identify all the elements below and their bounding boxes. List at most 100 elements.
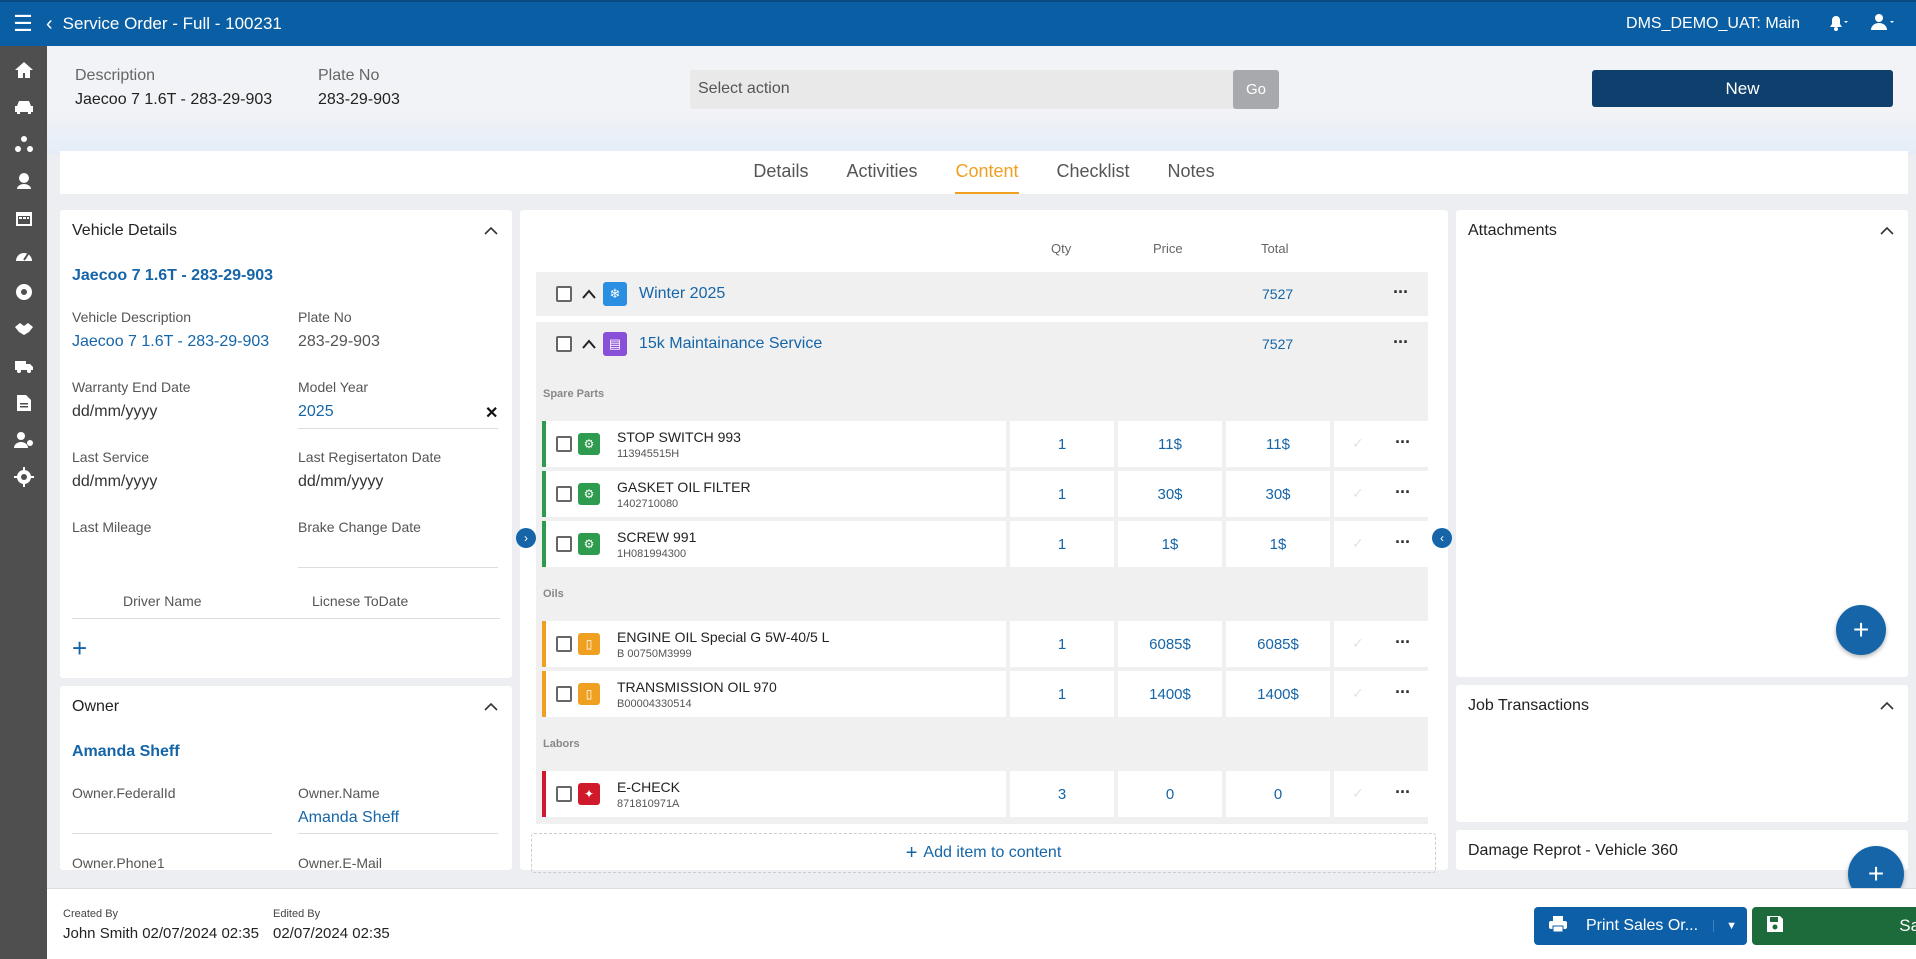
item-price[interactable]: 6085$: [1149, 636, 1191, 653]
more-icon[interactable]: ···: [1393, 332, 1409, 352]
collapse-chevron-icon[interactable]: [484, 226, 498, 235]
group-checkbox[interactable]: [556, 336, 572, 352]
part-icon: ⚙: [578, 533, 600, 555]
check-icon[interactable]: ✓: [1352, 635, 1364, 651]
row-checkbox[interactable]: [556, 486, 572, 502]
chevron-up-icon[interactable]: [582, 289, 596, 299]
group-checkbox[interactable]: [556, 286, 572, 302]
last-service-field[interactable]: dd/mm/yyyy: [72, 473, 158, 490]
more-icon[interactable]: ···: [1395, 632, 1411, 652]
more-icon[interactable]: ···: [1395, 782, 1411, 802]
group-row[interactable]: ❄ Winter 2025 7527 ···: [536, 272, 1428, 316]
truck-icon[interactable]: [13, 356, 35, 376]
item-qty[interactable]: 1: [1057, 486, 1067, 503]
people-icon[interactable]: [13, 171, 35, 191]
item-qty[interactable]: 1: [1057, 636, 1067, 653]
group-name[interactable]: Winter 2025: [639, 285, 726, 302]
row-checkbox[interactable]: [556, 786, 572, 802]
chevron-up-icon[interactable]: [582, 339, 596, 349]
menu-icon[interactable]: ☰: [13, 11, 33, 36]
row-checkbox[interactable]: [556, 536, 572, 552]
table-row[interactable]: ⚙ SCREW 991 1H081994300 1 1$ 1$ ✓ ···: [542, 521, 1428, 567]
table-row[interactable]: ▯ TRANSMISSION OIL 970 B00004330514 1 14…: [542, 671, 1428, 717]
tab-content[interactable]: Content: [936, 151, 1037, 194]
caret-down-icon[interactable]: ▼: [1713, 920, 1737, 932]
document-icon[interactable]: [13, 393, 35, 413]
more-icon[interactable]: ···: [1395, 432, 1411, 452]
collapse-chevron-icon[interactable]: [484, 702, 498, 711]
check-icon[interactable]: ✓: [1352, 535, 1364, 551]
item-price[interactable]: 1400$: [1149, 686, 1191, 703]
user-gear-icon[interactable]: [13, 430, 35, 450]
tab-activities[interactable]: Activities: [846, 161, 918, 181]
print-sales-order-button[interactable]: Print Sales Or... ▼: [1534, 907, 1747, 945]
owner-name-value[interactable]: Amanda Sheff: [298, 809, 400, 826]
settings-icon[interactable]: [13, 467, 35, 487]
item-code: B 00750M3999: [617, 648, 692, 660]
vehicle-plate-value: 283-29-903: [298, 333, 380, 350]
expand-right-icon[interactable]: ‹: [1432, 528, 1452, 548]
add-attachment-button[interactable]: +: [1836, 605, 1886, 655]
model-year-field[interactable]: 2025: [298, 403, 334, 420]
new-button[interactable]: New: [1592, 70, 1893, 107]
more-icon[interactable]: ···: [1395, 532, 1411, 552]
add-driver-button[interactable]: +: [72, 633, 88, 663]
go-button[interactable]: Go: [1233, 70, 1279, 109]
row-checkbox[interactable]: [556, 686, 572, 702]
vehicle-link[interactable]: Jaecoo 7 1.6T - 283-29-903: [72, 267, 274, 284]
item-name: ENGINE OIL Special G 5W-40/5 L: [617, 629, 830, 645]
check-icon[interactable]: ✓: [1352, 435, 1364, 451]
item-price[interactable]: 30$: [1157, 486, 1183, 503]
warranty-field[interactable]: dd/mm/yyyy: [72, 403, 158, 420]
owner-link[interactable]: Amanda Sheff: [72, 743, 180, 760]
item-price[interactable]: 0: [1165, 786, 1175, 803]
tenant-label[interactable]: DMS_DEMO_UAT: Main: [1626, 15, 1800, 32]
more-icon[interactable]: ···: [1395, 482, 1411, 502]
item-qty[interactable]: 1: [1057, 536, 1067, 553]
back-icon[interactable]: ‹: [46, 12, 53, 35]
collapse-chevron-icon[interactable]: [1880, 701, 1894, 710]
user-icon[interactable]: [1870, 13, 1896, 36]
item-code: 1H081994300: [617, 548, 687, 560]
expand-left-icon[interactable]: ›: [516, 528, 536, 548]
package-icon: ▤: [603, 332, 627, 356]
item-total: 30$: [1265, 486, 1291, 503]
row-checkbox[interactable]: [556, 436, 572, 452]
car-icon[interactable]: [13, 97, 35, 117]
table-row[interactable]: ✦ E-CHECK 871810971A 3 0 0 ✓ ···: [542, 771, 1428, 817]
group-name[interactable]: 15k Maintainance Service: [639, 335, 823, 352]
item-qty[interactable]: 1: [1057, 436, 1067, 453]
table-row[interactable]: ⚙ GASKET OIL FILTER 1402710080 1 30$ 30$…: [542, 471, 1428, 517]
handshake-icon[interactable]: [13, 319, 35, 339]
item-price[interactable]: 11$: [1158, 436, 1182, 453]
item-price[interactable]: 1$: [1161, 536, 1179, 553]
vehicle-description-value[interactable]: Jaecoo 7 1.6T - 283-29-903: [72, 333, 270, 350]
item-qty[interactable]: 3: [1057, 786, 1067, 803]
tab-notes[interactable]: Notes: [1167, 161, 1215, 181]
calendar-icon[interactable]: [13, 208, 35, 228]
tab-checklist[interactable]: Checklist: [1056, 161, 1130, 181]
home-icon[interactable]: [13, 60, 35, 80]
add-item-button[interactable]: + Add item to content: [531, 833, 1436, 873]
description-value: Jaecoo 7 1.6T - 283-29-903: [75, 91, 273, 108]
item-qty[interactable]: 1: [1057, 686, 1067, 703]
clear-icon[interactable]: ✕: [485, 405, 499, 422]
table-row[interactable]: ⚙ STOP SWITCH 993 113945515H 1 11$ 11$ ✓…: [542, 421, 1428, 467]
bell-icon[interactable]: [1822, 13, 1848, 36]
last-registration-field[interactable]: dd/mm/yyyy: [298, 473, 384, 490]
select-action-dropdown[interactable]: Select action: [690, 70, 1237, 109]
collapse-chevron-icon[interactable]: [1880, 226, 1894, 235]
tab-details[interactable]: Details: [753, 161, 809, 181]
save-button[interactable]: Save: [1752, 907, 1916, 945]
check-icon[interactable]: ✓: [1352, 485, 1364, 501]
check-icon[interactable]: ✓: [1352, 685, 1364, 701]
speedometer-icon[interactable]: [13, 245, 35, 265]
workflow-icon[interactable]: [13, 134, 35, 154]
group-row[interactable]: ▤ 15k Maintainance Service 7527 ···: [536, 322, 1428, 366]
more-icon[interactable]: ···: [1393, 282, 1409, 302]
tire-icon[interactable]: [13, 282, 35, 302]
row-checkbox[interactable]: [556, 636, 572, 652]
more-icon[interactable]: ···: [1395, 682, 1411, 702]
check-icon[interactable]: ✓: [1352, 785, 1364, 801]
table-row[interactable]: ▯ ENGINE OIL Special G 5W-40/5 L B 00750…: [542, 621, 1428, 667]
